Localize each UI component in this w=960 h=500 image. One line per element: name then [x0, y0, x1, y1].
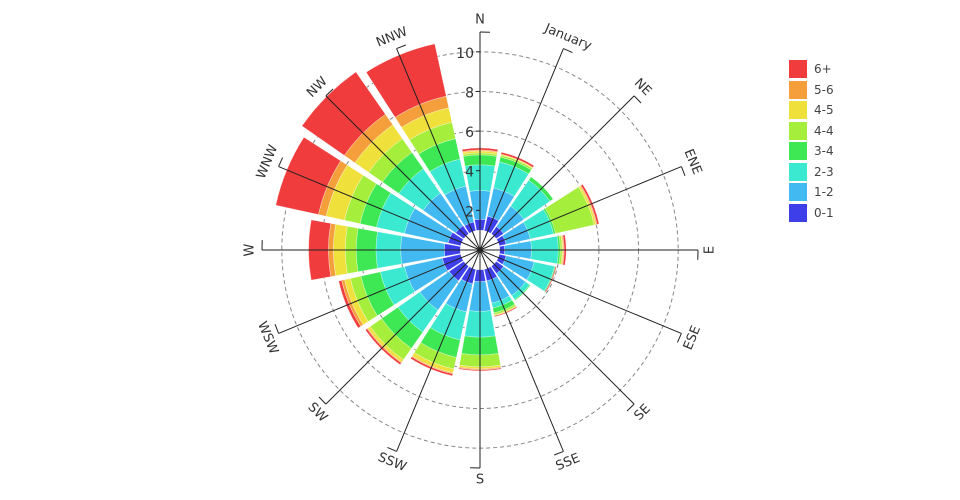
tick-sse — [554, 450, 564, 456]
radial-tick-label-6: 6 — [465, 125, 474, 141]
spoke-ssw — [396, 249, 481, 452]
legend-swatch — [789, 60, 807, 79]
radial-tick-label-2: 2 — [465, 204, 474, 220]
legend-swatch — [789, 101, 807, 120]
radial-axis: 2 4 6 8 10 — [456, 46, 480, 220]
direction-label-ne: NE — [631, 76, 654, 99]
radial-tick-label-4: 4 — [465, 165, 474, 181]
legend: 6+ 5-6 4-5 4-4 3-4 2-3 1-2 0-1 — [789, 59, 909, 223]
tick-se — [626, 403, 635, 412]
spoke-sw — [325, 249, 481, 405]
legend-item-0-1[interactable]: 0-1 — [789, 203, 909, 224]
direction-label-n: N — [475, 13, 485, 28]
spoke-ene — [479, 166, 682, 251]
legend-item-4-4[interactable]: 4-4 — [789, 121, 909, 142]
legend-swatch — [789, 203, 807, 222]
legend-label: 3-4 — [814, 144, 834, 159]
legend-label: 5-6 — [814, 82, 834, 97]
bar-nnw-6+ — [366, 43, 447, 118]
legend-item-3-4[interactable]: 3-4 — [789, 141, 909, 162]
spoke-wsw — [278, 249, 481, 334]
direction-label-s: S — [476, 473, 484, 488]
direction-label-wnw: WNW — [254, 143, 281, 182]
direction-label-se: SE — [632, 402, 654, 424]
direction-label-e: E — [703, 246, 718, 254]
bar-s-6+ — [458, 367, 502, 371]
spoke-nnw — [396, 48, 481, 251]
spoke-ne — [479, 95, 635, 251]
legend-item-6+[interactable]: 6+ — [789, 59, 909, 80]
direction-label-nne: January — [541, 21, 593, 54]
bar-wnw-6+ — [275, 137, 341, 215]
direction-label-sse: SSE — [554, 451, 583, 474]
bar-ssw-6+ — [410, 356, 453, 377]
legend-label: 2-3 — [814, 164, 834, 179]
legend-swatch — [789, 121, 807, 140]
spoke-sse — [479, 249, 564, 452]
radial-tick-label-8: 8 — [465, 85, 474, 101]
legend-item-5-6[interactable]: 5-6 — [789, 80, 909, 101]
legend-item-4-5[interactable]: 4-5 — [789, 100, 909, 121]
legend-label: 0-1 — [814, 205, 834, 220]
legend-swatch — [789, 162, 807, 181]
spoke-se — [479, 249, 635, 405]
bar-sse-6+ — [494, 306, 518, 317]
direction-label-wsw: WSW — [254, 319, 281, 356]
spoke-nne — [479, 48, 564, 251]
bar-wsw-6+ — [338, 280, 361, 329]
tick-sw — [318, 396, 327, 405]
spoke-ese — [479, 249, 682, 334]
radial-tick-label-10: 10 — [456, 46, 474, 62]
tick-nnw — [396, 44, 406, 50]
legend-item-2-3[interactable]: 2-3 — [789, 162, 909, 183]
legend-label: 4-5 — [814, 103, 834, 118]
bar-sw-6+ — [365, 328, 402, 365]
legend-item-1-2[interactable]: 1-2 — [789, 182, 909, 203]
legend-label: 1-2 — [814, 185, 834, 200]
tick-wsw — [274, 324, 280, 334]
tick-ese — [676, 333, 682, 343]
legend-swatch — [789, 80, 807, 99]
bar-ese-6+ — [544, 266, 557, 293]
legend-swatch — [789, 142, 807, 161]
legend-swatch — [789, 183, 807, 202]
tick-nw — [325, 88, 334, 97]
bar-se-3-4 — [514, 284, 531, 301]
bars — [275, 43, 600, 377]
tick-nne — [563, 48, 573, 54]
direction-label-ese: ESE — [681, 324, 704, 353]
direction-label-w: W — [243, 243, 258, 256]
legend-label: 6+ — [814, 62, 832, 77]
tick-ssw — [387, 446, 397, 452]
spoke-wnw — [278, 166, 481, 251]
legend-label: 4-4 — [814, 123, 834, 138]
bar-ene-6+ — [580, 184, 600, 225]
spoke-nw — [325, 95, 481, 251]
tick-wnw — [278, 157, 284, 167]
bar-nne-6+ — [500, 152, 535, 168]
tick-ene — [680, 166, 686, 176]
direction-label-nnw: NNW — [374, 24, 410, 50]
tick-ne — [633, 95, 642, 104]
direction-label-ssw: SSW — [376, 450, 409, 475]
